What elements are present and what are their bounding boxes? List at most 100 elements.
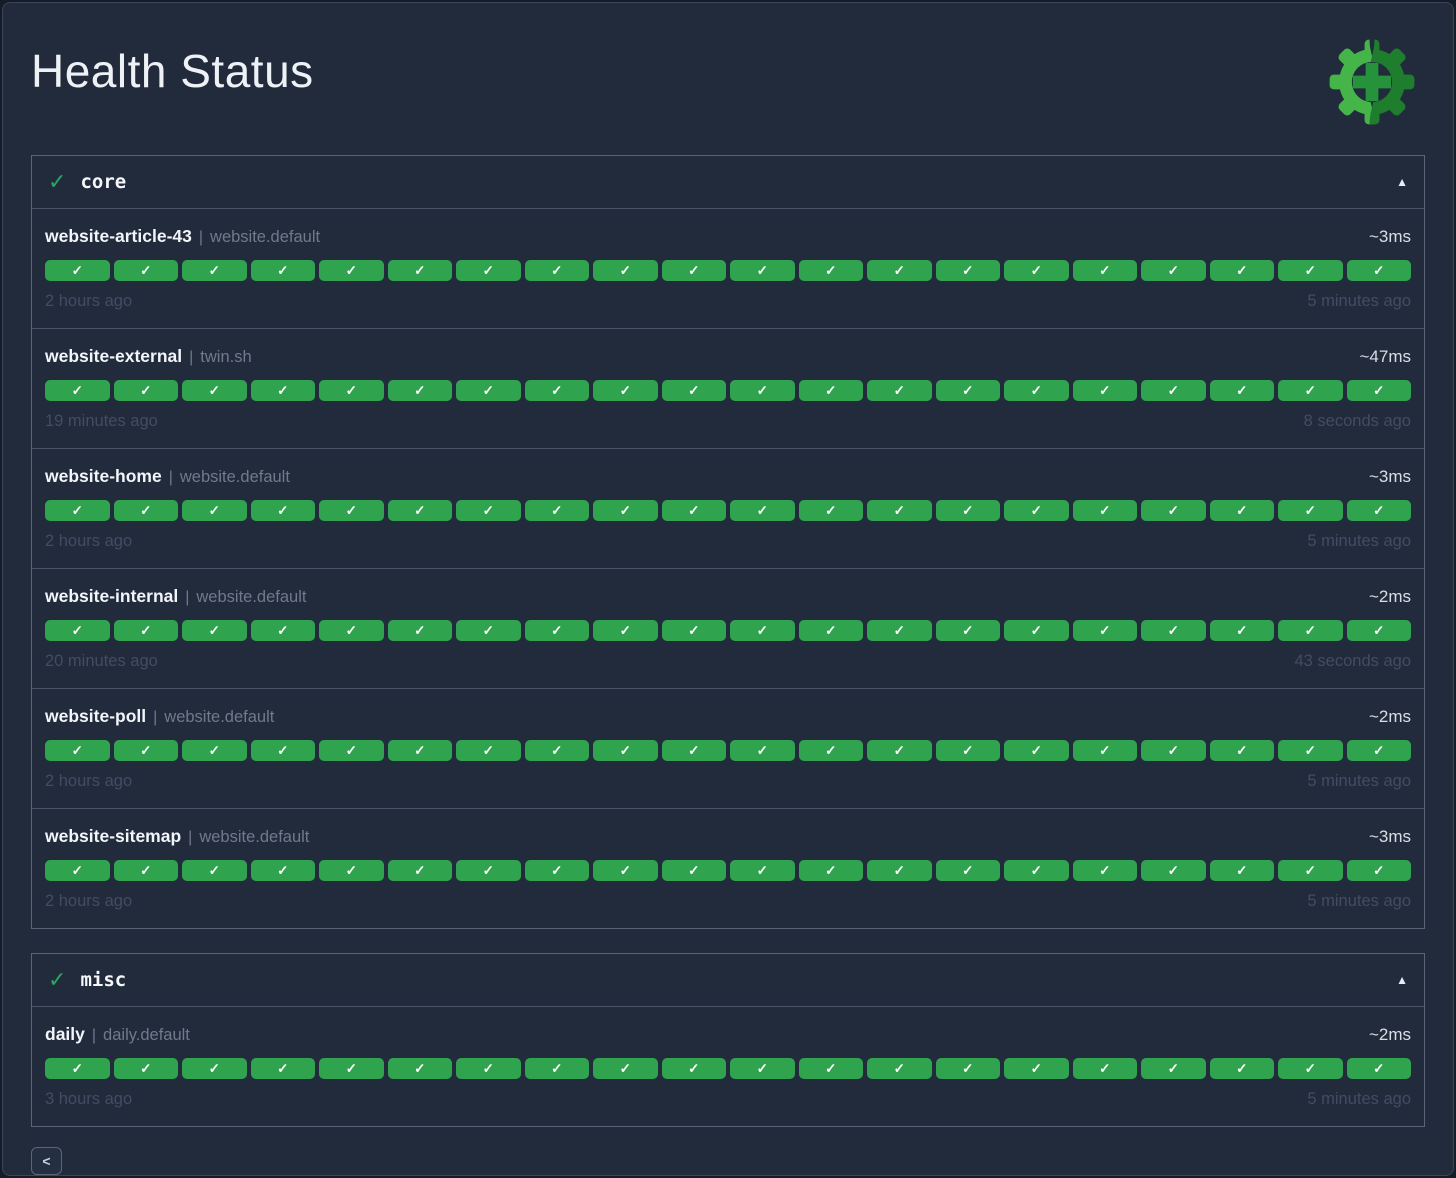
result-badge-success[interactable]: ✓ xyxy=(319,860,384,881)
result-badge-success[interactable]: ✓ xyxy=(387,380,452,401)
result-badge-success[interactable]: ✓ xyxy=(1209,740,1274,761)
result-badge-success[interactable]: ✓ xyxy=(661,860,726,881)
result-badge-success[interactable]: ✓ xyxy=(661,500,726,521)
result-badge-success[interactable]: ✓ xyxy=(387,740,452,761)
group-header[interactable]: ✓ misc ▲ xyxy=(32,954,1424,1006)
result-badge-success[interactable]: ✓ xyxy=(45,740,110,761)
result-badge-success[interactable]: ✓ xyxy=(730,860,795,881)
result-badge-success[interactable]: ✓ xyxy=(1209,1058,1274,1079)
result-badge-success[interactable]: ✓ xyxy=(935,740,1000,761)
result-badge-success[interactable]: ✓ xyxy=(730,500,795,521)
result-badge-success[interactable]: ✓ xyxy=(1072,740,1137,761)
result-badge-success[interactable]: ✓ xyxy=(182,260,247,281)
result-badge-success[interactable]: ✓ xyxy=(387,500,452,521)
result-badge-success[interactable]: ✓ xyxy=(182,740,247,761)
result-badge-success[interactable]: ✓ xyxy=(798,1058,863,1079)
result-badge-success[interactable]: ✓ xyxy=(867,380,932,401)
result-badge-success[interactable]: ✓ xyxy=(1141,380,1206,401)
result-badge-success[interactable]: ✓ xyxy=(1278,1058,1343,1079)
result-badge-success[interactable]: ✓ xyxy=(319,500,384,521)
result-badge-success[interactable]: ✓ xyxy=(935,1058,1000,1079)
result-badge-success[interactable]: ✓ xyxy=(1278,260,1343,281)
result-badge-success[interactable]: ✓ xyxy=(1346,860,1411,881)
result-badge-success[interactable]: ✓ xyxy=(1072,500,1137,521)
result-badge-success[interactable]: ✓ xyxy=(798,620,863,641)
result-badge-success[interactable]: ✓ xyxy=(1278,380,1343,401)
result-badge-success[interactable]: ✓ xyxy=(250,620,315,641)
result-badge-success[interactable]: ✓ xyxy=(250,500,315,521)
result-badge-success[interactable]: ✓ xyxy=(661,620,726,641)
result-badge-success[interactable]: ✓ xyxy=(1004,1058,1069,1079)
result-badge-success[interactable]: ✓ xyxy=(661,740,726,761)
result-badge-success[interactable]: ✓ xyxy=(45,260,110,281)
result-badge-success[interactable]: ✓ xyxy=(1346,500,1411,521)
result-badge-success[interactable]: ✓ xyxy=(1004,500,1069,521)
result-badge-success[interactable]: ✓ xyxy=(593,260,658,281)
result-badge-success[interactable]: ✓ xyxy=(319,740,384,761)
result-badge-success[interactable]: ✓ xyxy=(45,620,110,641)
result-badge-success[interactable]: ✓ xyxy=(935,860,1000,881)
result-badge-success[interactable]: ✓ xyxy=(798,740,863,761)
result-badge-success[interactable]: ✓ xyxy=(113,740,178,761)
result-badge-success[interactable]: ✓ xyxy=(1072,260,1137,281)
result-badge-success[interactable]: ✓ xyxy=(730,260,795,281)
result-badge-success[interactable]: ✓ xyxy=(250,380,315,401)
result-badge-success[interactable]: ✓ xyxy=(182,1058,247,1079)
result-badge-success[interactable]: ✓ xyxy=(524,620,589,641)
result-badge-success[interactable]: ✓ xyxy=(250,740,315,761)
result-badge-success[interactable]: ✓ xyxy=(113,380,178,401)
result-badge-success[interactable]: ✓ xyxy=(45,500,110,521)
result-badge-success[interactable]: ✓ xyxy=(319,380,384,401)
result-badge-success[interactable]: ✓ xyxy=(867,860,932,881)
result-badge-success[interactable]: ✓ xyxy=(593,740,658,761)
result-badge-success[interactable]: ✓ xyxy=(867,1058,932,1079)
result-badge-success[interactable]: ✓ xyxy=(456,620,521,641)
result-badge-success[interactable]: ✓ xyxy=(456,740,521,761)
endpoint-name[interactable]: website-poll xyxy=(45,706,147,726)
result-badge-success[interactable]: ✓ xyxy=(387,1058,452,1079)
result-badge-success[interactable]: ✓ xyxy=(45,380,110,401)
result-badge-success[interactable]: ✓ xyxy=(1072,860,1137,881)
result-badge-success[interactable]: ✓ xyxy=(113,1058,178,1079)
result-badge-success[interactable]: ✓ xyxy=(1346,260,1411,281)
result-badge-success[interactable]: ✓ xyxy=(867,740,932,761)
result-badge-success[interactable]: ✓ xyxy=(1209,380,1274,401)
result-badge-success[interactable]: ✓ xyxy=(456,500,521,521)
result-badge-success[interactable]: ✓ xyxy=(1072,1058,1137,1079)
result-badge-success[interactable]: ✓ xyxy=(730,380,795,401)
endpoint-name[interactable]: website-sitemap xyxy=(45,826,182,846)
result-badge-success[interactable]: ✓ xyxy=(456,1058,521,1079)
result-badge-success[interactable]: ✓ xyxy=(935,500,1000,521)
result-badge-success[interactable]: ✓ xyxy=(593,500,658,521)
result-badge-success[interactable]: ✓ xyxy=(182,380,247,401)
result-badge-success[interactable]: ✓ xyxy=(319,260,384,281)
result-badge-success[interactable]: ✓ xyxy=(1209,860,1274,881)
result-badge-success[interactable]: ✓ xyxy=(1346,1058,1411,1079)
result-badge-success[interactable]: ✓ xyxy=(1141,260,1206,281)
result-badge-success[interactable]: ✓ xyxy=(867,500,932,521)
endpoint-name[interactable]: daily xyxy=(45,1024,85,1044)
result-badge-success[interactable]: ✓ xyxy=(1346,620,1411,641)
previous-page-button[interactable]: < xyxy=(31,1147,62,1175)
result-badge-success[interactable]: ✓ xyxy=(1346,380,1411,401)
result-badge-success[interactable]: ✓ xyxy=(935,260,1000,281)
result-badge-success[interactable]: ✓ xyxy=(45,1058,110,1079)
result-badge-success[interactable]: ✓ xyxy=(1004,260,1069,281)
endpoint-name[interactable]: website-external xyxy=(45,346,183,366)
result-badge-success[interactable]: ✓ xyxy=(867,260,932,281)
result-badge-success[interactable]: ✓ xyxy=(1004,860,1069,881)
result-badge-success[interactable]: ✓ xyxy=(730,1058,795,1079)
result-badge-success[interactable]: ✓ xyxy=(524,500,589,521)
result-badge-success[interactable]: ✓ xyxy=(593,620,658,641)
result-badge-success[interactable]: ✓ xyxy=(250,860,315,881)
result-badge-success[interactable]: ✓ xyxy=(798,260,863,281)
result-badge-success[interactable]: ✓ xyxy=(593,380,658,401)
result-badge-success[interactable]: ✓ xyxy=(456,380,521,401)
result-badge-success[interactable]: ✓ xyxy=(1004,620,1069,641)
result-badge-success[interactable]: ✓ xyxy=(1209,500,1274,521)
result-badge-success[interactable]: ✓ xyxy=(1346,740,1411,761)
result-badge-success[interactable]: ✓ xyxy=(1278,740,1343,761)
result-badge-success[interactable]: ✓ xyxy=(730,620,795,641)
result-badge-success[interactable]: ✓ xyxy=(387,260,452,281)
result-badge-success[interactable]: ✓ xyxy=(182,620,247,641)
